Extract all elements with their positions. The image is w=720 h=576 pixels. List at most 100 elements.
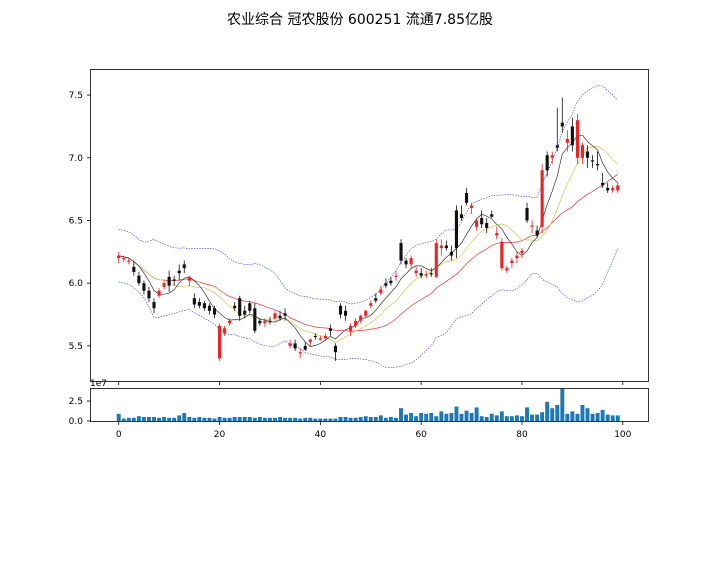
volume-bar: [363, 416, 368, 421]
candle-body: [122, 258, 126, 260]
volume-bar: [424, 413, 429, 421]
volume-bar: [308, 417, 313, 421]
volume-y-tick-label: 0.0: [69, 417, 84, 427]
volume-bar: [484, 417, 489, 421]
candle-body: [364, 310, 368, 316]
volume-bar: [192, 417, 197, 421]
candle-body: [464, 192, 469, 203]
candle-body: [374, 298, 378, 301]
volume-bar: [444, 413, 449, 421]
volume-bar: [227, 417, 232, 421]
volume-bar: [288, 417, 293, 421]
candle-body: [217, 325, 222, 359]
candle-body: [288, 343, 292, 346]
candle-body: [157, 290, 161, 296]
volume-bar: [419, 413, 424, 421]
candle-body: [510, 260, 514, 264]
candle-body: [565, 138, 569, 143]
candle-body: [233, 305, 237, 309]
candle-body: [616, 185, 620, 191]
candle-body: [434, 243, 438, 277]
volume-bar: [242, 417, 247, 421]
volume-bar: [409, 413, 414, 421]
volume-scale-label: 1e7: [90, 379, 107, 389]
volume-bar: [565, 413, 570, 421]
ma5-line: [118, 134, 619, 347]
candle-body: [202, 303, 206, 309]
candle-body: [414, 270, 418, 274]
candle-body: [248, 303, 252, 311]
ma20-line: [118, 174, 618, 332]
candle-body: [369, 303, 373, 306]
candle-body: [560, 122, 564, 127]
volume-bar: [303, 417, 308, 421]
volume-bar: [267, 417, 272, 421]
volume-bar: [575, 413, 580, 421]
volume-bar: [257, 417, 262, 421]
candle-body: [349, 325, 353, 331]
volume-x-tick-label: 0: [116, 430, 122, 440]
candle-body: [459, 214, 464, 218]
candle-body: [182, 264, 186, 269]
volume-bar: [172, 417, 177, 421]
volume-bar: [580, 405, 585, 421]
volume-bar: [414, 416, 419, 421]
candle-body: [172, 279, 176, 281]
candle-body: [444, 245, 448, 249]
volume-bar: [232, 417, 237, 421]
candle-body: [258, 320, 262, 324]
volume-bar: [555, 405, 560, 421]
candle-body: [530, 225, 534, 227]
volume-bar: [434, 416, 439, 421]
candle-body: [606, 187, 610, 191]
candle-body: [585, 151, 590, 158]
candle-body: [399, 243, 403, 261]
candle-body: [197, 301, 201, 306]
candle-body: [555, 145, 559, 148]
candle-body: [485, 222, 489, 229]
volume-bar: [479, 416, 484, 421]
candle-body: [117, 255, 121, 259]
candle-body: [389, 280, 393, 284]
candle-body: [354, 320, 358, 326]
volume-bar: [207, 417, 212, 421]
volume-bar: [469, 413, 474, 421]
volume-x-tick-label: 40: [315, 430, 327, 440]
volume-x-tick-label: 60: [415, 430, 427, 440]
candle-body: [323, 335, 327, 339]
candle-body: [283, 313, 287, 316]
candle-body: [223, 328, 227, 334]
volume-bar: [313, 418, 318, 421]
volume-bar: [177, 415, 182, 421]
volume-bar: [278, 417, 282, 421]
volume-bar: [530, 414, 535, 421]
price-y-tick-label: 6.0: [69, 279, 84, 289]
volume-bar: [147, 417, 151, 421]
candle-body: [525, 207, 529, 221]
volume-bar: [273, 417, 277, 421]
volume-bar: [545, 401, 550, 421]
candle-body: [147, 290, 151, 299]
volume-bar: [464, 410, 469, 421]
volume-bar: [182, 413, 187, 421]
candle-body: [601, 182, 605, 186]
candle-body: [500, 241, 504, 269]
volume-bar: [131, 417, 136, 421]
volume-bar: [197, 417, 202, 421]
volume-bar: [348, 417, 353, 421]
candle-body: [409, 258, 413, 265]
chart-title: 农业综合 冠农股份 600251 流通7.85亿股: [227, 12, 493, 28]
candle-body: [379, 289, 383, 294]
candle-body: [137, 275, 141, 284]
candle-body: [343, 310, 348, 316]
candle-body: [308, 339, 312, 343]
volume-bar: [378, 415, 383, 421]
candle-body: [475, 220, 479, 227]
volume-bar: [509, 416, 514, 421]
candle-body: [480, 217, 484, 225]
volume-bar: [252, 417, 257, 421]
candle-body: [439, 245, 443, 249]
candle-body: [470, 205, 474, 208]
candle-body: [328, 328, 332, 331]
volume-bar: [152, 417, 156, 421]
